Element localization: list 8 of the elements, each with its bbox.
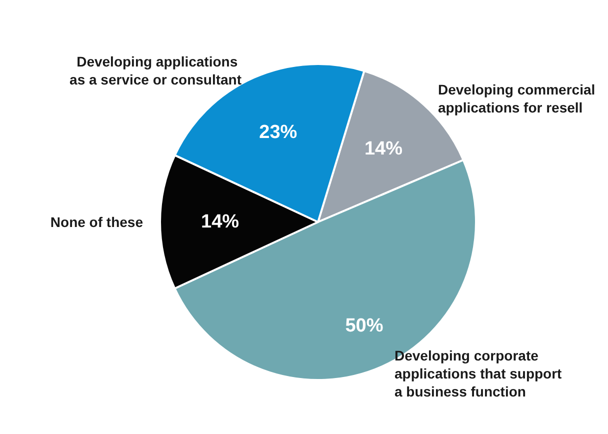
data-label: 14% xyxy=(201,211,240,232)
slice-label: Developing applications as a service or consultant xyxy=(70,53,242,88)
data-label: 50% xyxy=(345,315,384,336)
slice-label: None of these xyxy=(50,214,144,230)
data-label: 14% xyxy=(364,138,403,160)
slice-label: Developing corporate applications that support a business function xyxy=(394,348,566,400)
data-label: 23% xyxy=(259,122,298,143)
slice-label: Developing commercial applications for resell xyxy=(438,82,600,116)
